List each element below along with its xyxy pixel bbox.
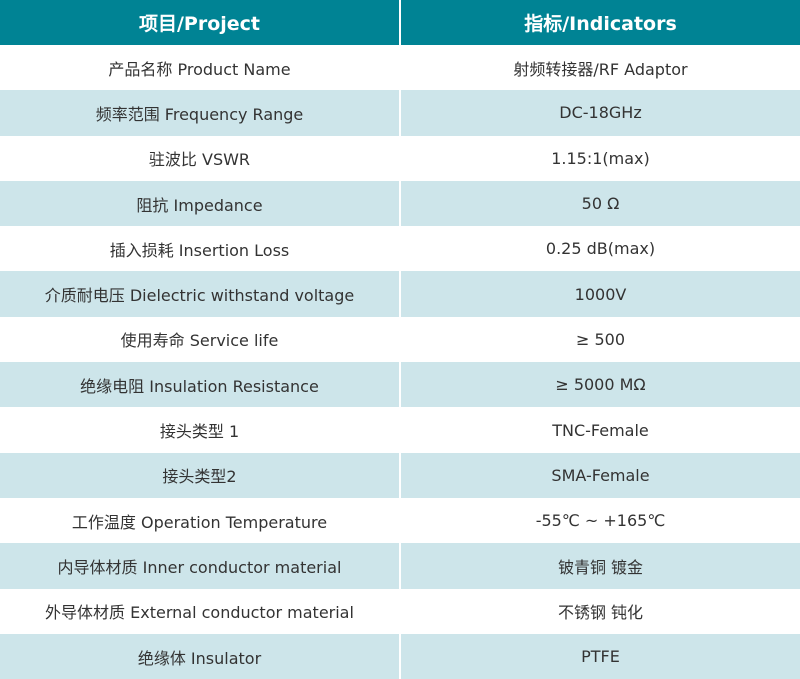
table-row: 产品名称 Product Name 射频转接器/RF Adaptor	[0, 45, 800, 90]
indicator-cell: ≥ 500	[575, 329, 626, 349]
project-cell: 接头类型 1	[159, 422, 240, 442]
project-cell: 绝缘体 Insulator	[0, 633, 399, 679]
table-row: 外导体材质 External conductor material 不锈钢 钝化	[0, 589, 800, 634]
table-row: 接头类型 1 TNC-Female	[0, 407, 800, 452]
indicator-cell: PTFE	[401, 633, 800, 679]
project-cell: 外导体材质 External conductor material	[45, 603, 354, 623]
indicator-cell: TNC-Female	[552, 420, 649, 440]
project-cell: 产品名称 Product Name	[108, 59, 291, 79]
indicator-cell: 50 Ω	[401, 180, 800, 227]
project-cell: 工作温度 Operation Temperature	[71, 512, 328, 532]
project-cell: 内导体材质 Inner conductor material	[0, 543, 399, 589]
table-row: 频率范围 Frequency Range DC-18GHz	[0, 90, 800, 136]
table-row: 绝缘体 Insulator PTFE	[0, 633, 800, 679]
table-row: 驻波比 VSWR 1.15:1(max)	[0, 136, 800, 181]
indicator-cell: SMA-Female	[401, 452, 800, 498]
table-row: 内导体材质 Inner conductor material 铍青铜 镀金	[0, 543, 800, 589]
indicator-cell: 0.25 dB(max)	[545, 239, 656, 259]
indicator-cell: 1000V	[401, 271, 800, 317]
project-cell: 使用寿命 Service life	[120, 331, 279, 351]
table-row: 阻抗 Impedance 50 Ω	[0, 180, 800, 227]
indicator-cell: ≥ 5000 MΩ	[401, 362, 800, 408]
indicator-cell: 射频转接器/RF Adaptor	[513, 59, 688, 79]
indicator-cell: 1.15:1(max)	[551, 148, 650, 168]
table-row: 绝缘电阻 Insulation Resistance ≥ 5000 MΩ	[0, 362, 800, 408]
indicator-cell: DC-18GHz	[401, 90, 800, 136]
table-row: 使用寿命 Service life ≥ 500	[0, 317, 800, 362]
indicator-cell: 铍青铜 镀金	[401, 543, 800, 589]
table-row: 接头类型2 SMA-Female	[0, 452, 800, 498]
project-cell: 插入损耗 Insertion Loss	[109, 240, 290, 260]
project-cell: 绝缘电阻 Insulation Resistance	[0, 362, 399, 408]
project-cell: 阻抗 Impedance	[0, 180, 399, 227]
column-header-indicators: 指标/Indicators	[401, 0, 800, 45]
column-header-project: 项目/Project	[0, 0, 399, 45]
project-cell: 驻波比 VSWR	[148, 150, 251, 170]
table-row: 插入损耗 Insertion Loss 0.25 dB(max)	[0, 226, 800, 271]
table-header-row: 项目/Project 指标/Indicators	[0, 0, 800, 45]
project-cell: 介质耐电压 Dielectric withstand voltage	[0, 271, 399, 317]
project-cell: 接头类型2	[0, 452, 399, 498]
project-cell: 频率范围 Frequency Range	[0, 90, 399, 136]
table-row: 工作温度 Operation Temperature -55℃ ~ +165℃	[0, 498, 800, 543]
indicator-cell: -55℃ ~ +165℃	[535, 511, 666, 531]
indicator-cell: 不锈钢 钝化	[557, 603, 644, 623]
table-row: 介质耐电压 Dielectric withstand voltage 1000V	[0, 271, 800, 317]
